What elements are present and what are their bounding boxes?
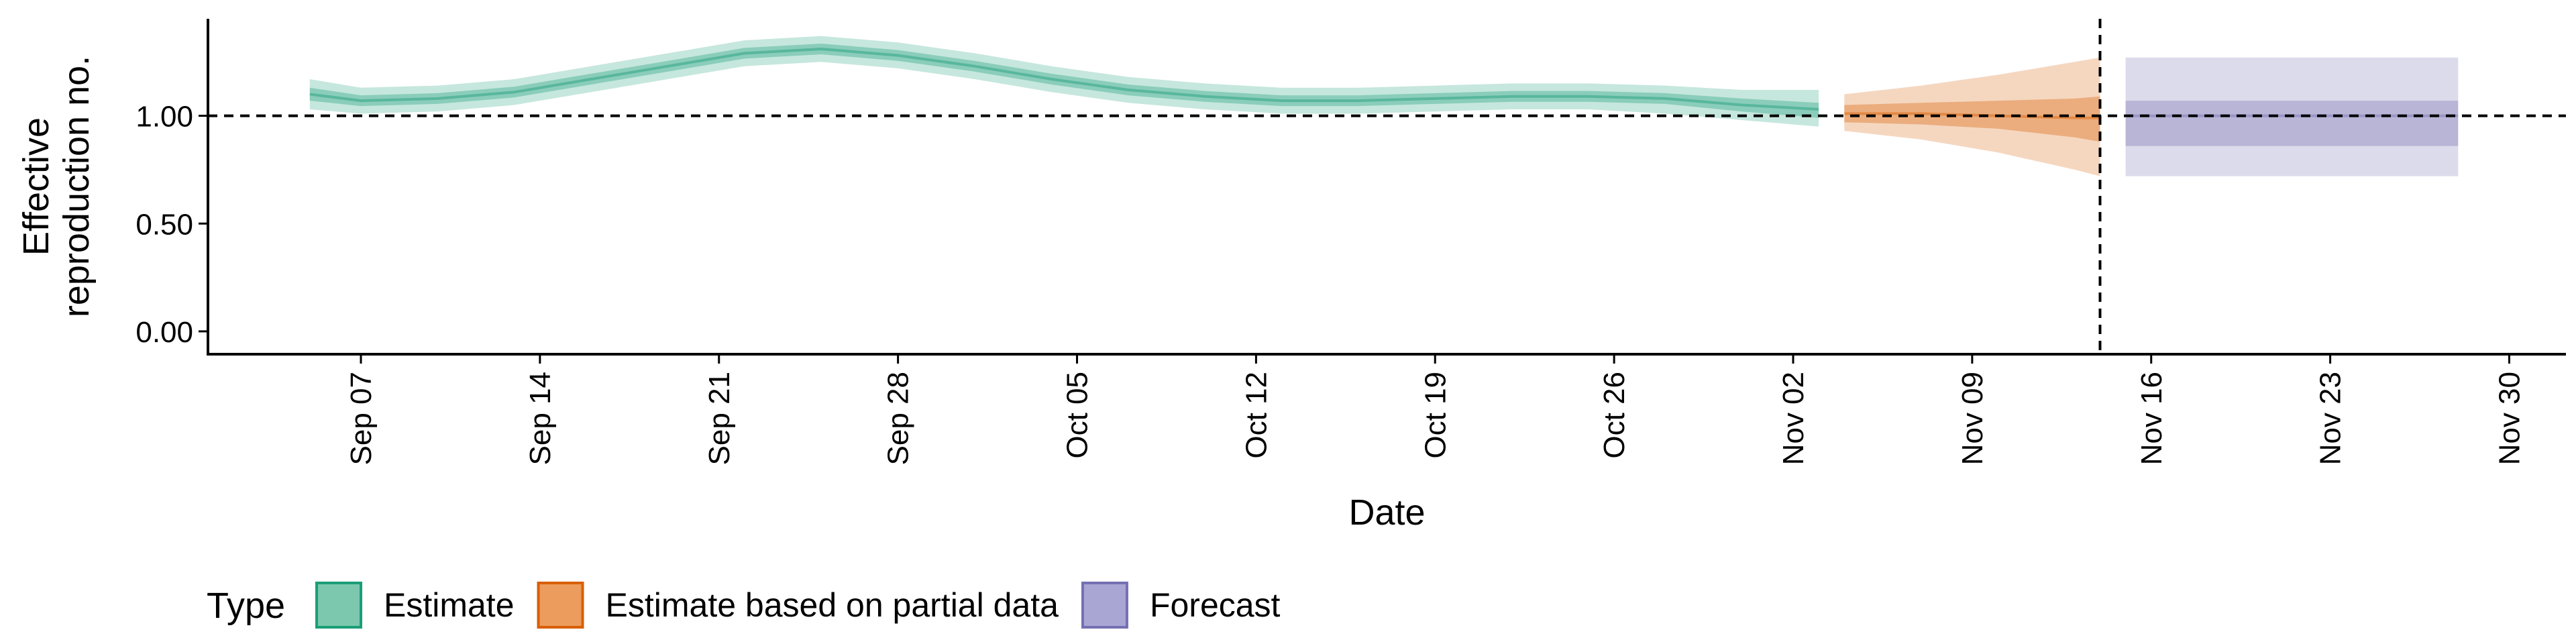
x-tick-label: Nov 16 <box>2135 372 2168 465</box>
axes: 0.00 0.50 1.00 Sep 07 Sep 14 Sep 21 Sep 28 Oct … <box>16 19 2566 533</box>
x-tick-label: Oct 05 <box>1061 372 1094 459</box>
x-tick-label: Nov 02 <box>1777 372 1810 465</box>
band-90 <box>309 36 1819 127</box>
x-tick-label: Oct 12 <box>1240 372 1273 459</box>
legend-key <box>537 582 584 629</box>
plot-area <box>208 19 2566 354</box>
legend-key <box>1081 582 1128 629</box>
x-tick-label: Sep 21 <box>703 372 736 465</box>
x-tick-label: Sep 07 <box>345 372 378 465</box>
legend-item: Forecast <box>1081 582 1281 629</box>
series-estimate <box>309 36 1819 127</box>
y-tick-label: 0.50 <box>136 208 193 241</box>
x-tick-label: Sep 28 <box>882 372 915 465</box>
median-line <box>309 47 1819 111</box>
legend-label: Estimate based on partial data <box>606 586 1059 624</box>
legend-item: Estimate based on partial data <box>537 582 1059 629</box>
legend-label: Forecast <box>1150 586 1281 624</box>
y-axis-title-line: reproduction no. <box>56 56 97 317</box>
y-axis-title-line: Effective <box>16 117 56 256</box>
x-tick-label: Sep 14 <box>524 372 557 465</box>
x-tick-label: Nov 23 <box>2314 372 2347 465</box>
y-tick-label: 1.00 <box>136 101 193 133</box>
x-tick-label: Nov 09 <box>1956 372 1989 465</box>
band-50 <box>309 44 1819 118</box>
y-axis-title: Effectivereproduction no. <box>16 56 97 317</box>
legend-key <box>315 582 362 629</box>
x-tick-label: Oct 19 <box>1419 372 1452 459</box>
y-tick-label: 0.00 <box>136 316 193 349</box>
legend-item: Estimate <box>315 582 515 629</box>
legend: Type Estimate Estimate based on partial da… <box>207 582 1281 629</box>
legend-title: Type <box>207 586 285 626</box>
band-50 <box>1844 96 2100 142</box>
x-axis-title: Date <box>1348 492 1425 533</box>
x-tick-label: Nov 30 <box>2493 372 2526 465</box>
band-50 <box>2125 101 2459 146</box>
x-tick-label: Oct 26 <box>1598 372 1631 459</box>
legend-label: Estimate <box>384 586 515 624</box>
